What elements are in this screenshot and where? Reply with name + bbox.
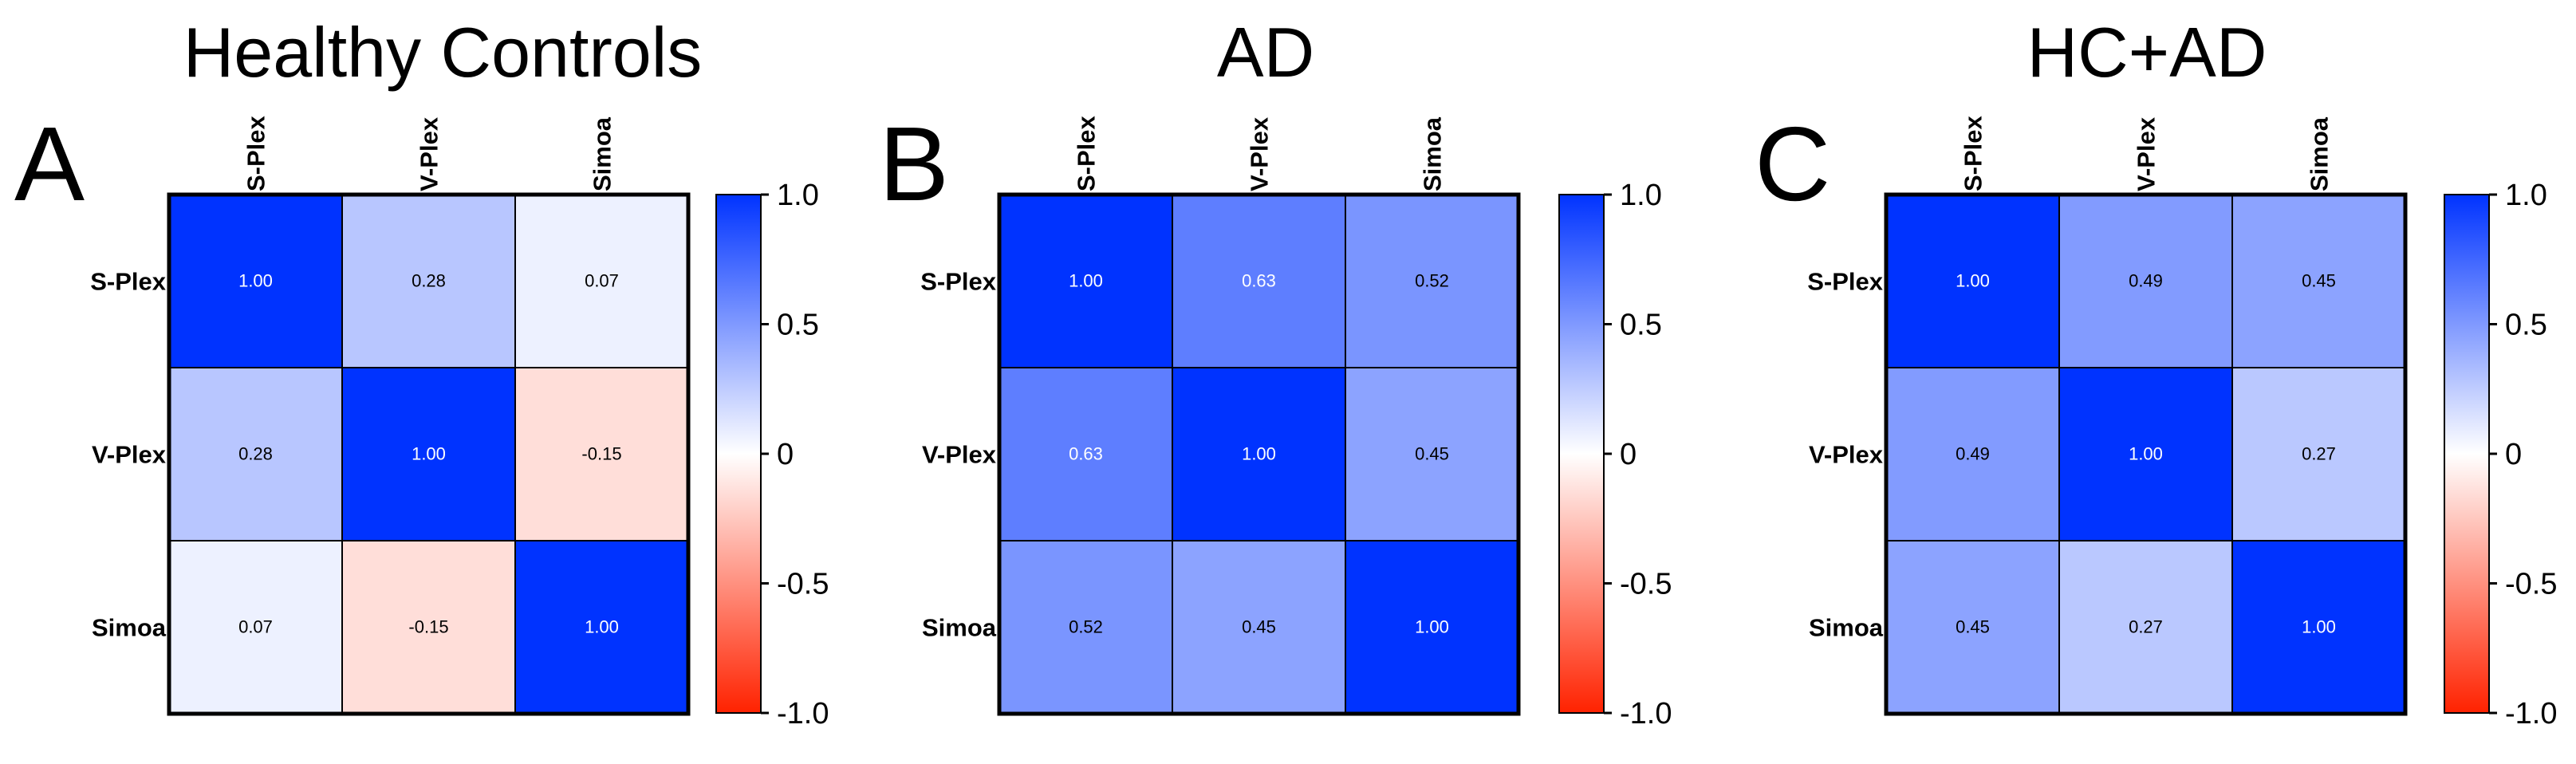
heatmap-border (997, 192, 1521, 716)
panel-c-letter: C (1755, 105, 1831, 223)
heatmap-cell (1172, 367, 1346, 541)
row-label: S-Plex (90, 268, 167, 296)
colorbar-tick-label: 0.5 (1620, 309, 1662, 342)
heatmap-cell (1345, 194, 1519, 368)
heatmap-border (1884, 192, 2408, 716)
colorbar-tick-label: -1.0 (2505, 697, 2557, 731)
cell-value-label: 0.49 (1956, 444, 1990, 464)
heatmap-cell (998, 367, 1173, 541)
heatmap-panel-b: 1.00 0.63 0.520.63 1.00 0.450.52 0.45 1.00S-Pl… (920, 115, 1672, 731)
colorbar-tick-label: 0 (1620, 438, 1637, 471)
column-label: S-Plex (1960, 115, 1987, 191)
cell-value-label: 0.27 (2302, 444, 2336, 464)
colorbar-tick-label: 0.5 (777, 309, 819, 342)
colorbar-tick-label: -0.5 (777, 568, 829, 601)
row-label: V-Plex (1809, 441, 1884, 469)
colorbar-tick-label: -0.5 (1620, 568, 1672, 601)
heatmap-cell (1345, 540, 1519, 715)
row-label: V-Plex (922, 441, 997, 469)
colorbar-tick-label: -0.5 (2505, 568, 2557, 601)
column-label: Simoa (1419, 116, 1447, 191)
heatmap-cell (1172, 540, 1346, 715)
heatmap-cell (998, 540, 1173, 715)
heatmap-cell (2058, 367, 2233, 541)
cell-value-label: 0.27 (2129, 617, 2163, 637)
cell-value-label: 0.45 (1242, 617, 1276, 637)
colorbar (2444, 194, 2490, 714)
colorbar-tick-label: -1.0 (1620, 697, 1672, 731)
cell-value-label: 0.45 (1956, 617, 1990, 637)
cell-value-label: 1.00 (412, 444, 446, 464)
cell-value-label: 0.49 (2129, 271, 2163, 291)
panel-c-title: HC+AD (2027, 13, 2267, 92)
colorbar (715, 194, 762, 714)
colorbar-tick-label: 0 (777, 438, 794, 471)
cell-value-label: 1.00 (2302, 617, 2336, 637)
cell-value-label: 0.07 (238, 617, 273, 637)
panel-b-letter: B (879, 105, 950, 223)
heatmap-cell (2231, 194, 2406, 368)
heatmap-cell (1345, 367, 1519, 541)
column-label: V-Plex (1246, 116, 1274, 191)
heatmap-cell (168, 540, 343, 715)
column-label: S-Plex (242, 115, 270, 191)
heatmap-cell (168, 367, 343, 541)
colorbar-tick-label: -1.0 (777, 697, 829, 731)
heatmap-panel-c: 1.00 0.49 0.450.49 1.00 0.270.45 0.27 1.00S-Pl… (1807, 115, 2557, 731)
cell-value-label: 1.00 (1956, 271, 1990, 291)
row-label: S-Plex (920, 268, 997, 296)
column-label: V-Plex (2133, 116, 2160, 191)
colorbar-tick-label: 0.5 (2505, 309, 2547, 342)
panel-a-title: Healthy Controls (183, 13, 703, 92)
heatmap-cell (998, 194, 1173, 368)
row-label: S-Plex (1807, 268, 1884, 296)
row-label: V-Plex (92, 441, 167, 469)
cell-value-label: 0.63 (1242, 271, 1276, 291)
heatmap-panel-a: 1.00 0.28 0.070.28 1.00 -0.150.07 -0.15 1.00S-… (90, 115, 829, 731)
heatmap-cell (2058, 194, 2233, 368)
cell-value-label: 1.00 (1242, 444, 1276, 464)
heatmap-cell (1885, 367, 2060, 541)
colorbar-tick-label: 1.0 (777, 179, 819, 212)
heatmap-cell (2058, 540, 2233, 715)
cell-value-label: 1.00 (238, 271, 273, 291)
cell-value-label: 0.52 (1415, 271, 1449, 291)
row-label: Simoa (92, 614, 167, 642)
cell-value-label: 1.00 (1415, 617, 1449, 637)
cell-value-label: 0.28 (412, 271, 446, 291)
row-label: Simoa (922, 614, 997, 642)
cell-value-label: 0.45 (1415, 444, 1449, 464)
column-label: V-Plex (416, 116, 443, 191)
heatmap-cell (2231, 540, 2406, 715)
cell-value-label: 0.52 (1069, 617, 1103, 637)
colorbar (1558, 194, 1605, 714)
heatmap-cell (341, 540, 516, 715)
cell-value-label: 1.00 (585, 617, 619, 637)
heatmap-border (167, 192, 691, 716)
cell-value-label: 0.07 (585, 271, 619, 291)
colorbar-tick-label: 1.0 (2505, 179, 2547, 212)
cell-value-label: 1.00 (1069, 271, 1103, 291)
column-label: S-Plex (1073, 115, 1101, 191)
colorbar-tick-label: 1.0 (1620, 179, 1662, 212)
cell-value-label: -0.15 (581, 444, 621, 464)
cell-value-label: -0.15 (408, 617, 448, 637)
row-label: Simoa (1809, 614, 1884, 642)
panel-a-letter: A (14, 105, 85, 223)
cell-value-label: 0.45 (2302, 271, 2336, 291)
heatmap-cell (514, 367, 689, 541)
cell-value-label: 1.00 (2129, 444, 2163, 464)
cell-value-label: 0.28 (238, 444, 273, 464)
heatmap-cell (1172, 194, 1346, 368)
column-label: Simoa (589, 116, 616, 191)
column-label: Simoa (2306, 116, 2334, 191)
cell-value-label: 0.63 (1069, 444, 1103, 464)
panel-b-title: AD (1216, 13, 1315, 92)
colorbar-tick-label: 0 (2505, 438, 2522, 471)
